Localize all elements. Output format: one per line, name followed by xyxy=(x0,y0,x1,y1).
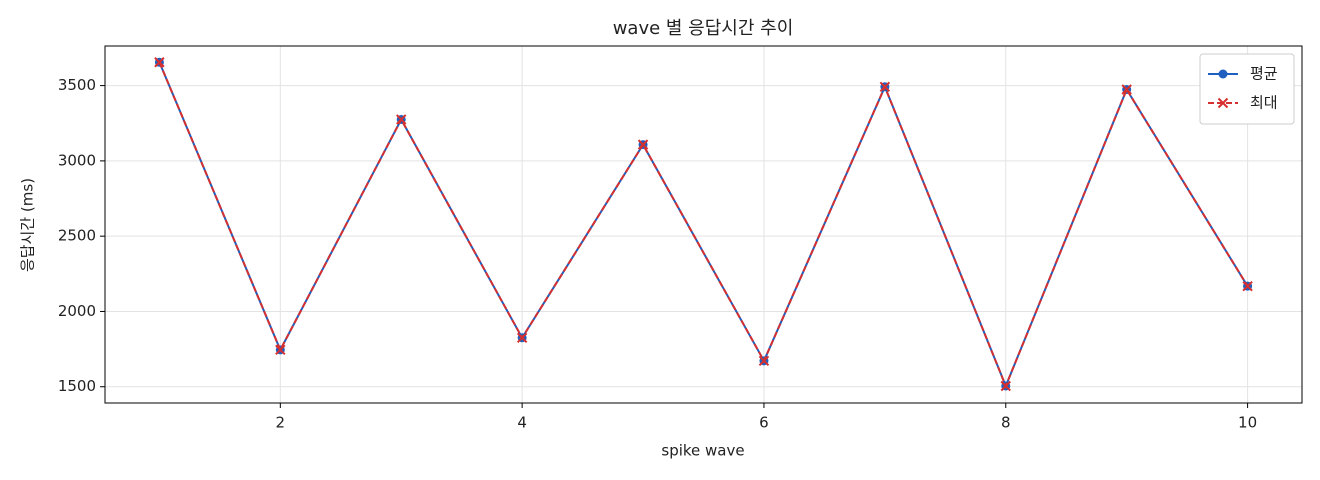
marker xyxy=(1000,380,1011,392)
marker xyxy=(758,355,770,367)
legend-marker xyxy=(1217,97,1229,109)
x-tick-label: 8 xyxy=(1001,414,1011,432)
y-tick-label: 3000 xyxy=(58,151,96,169)
marker xyxy=(1121,84,1132,95)
y-tick-label: 1500 xyxy=(58,377,96,395)
series-line xyxy=(158,61,1249,389)
legend-label: 평균 xyxy=(1250,65,1278,83)
series-line xyxy=(158,61,1249,389)
legend-label: 최대 xyxy=(1250,94,1278,112)
marker xyxy=(879,81,891,93)
chart-title: wave 별 응답시간 추이 xyxy=(613,18,794,39)
marker xyxy=(275,344,286,356)
x-axis-label: spike wave xyxy=(661,442,744,460)
marker xyxy=(516,332,528,344)
x-tick-label: 10 xyxy=(1238,414,1257,432)
marker xyxy=(154,57,165,68)
x-tick-label: 2 xyxy=(276,414,286,432)
legend-box xyxy=(1199,53,1295,125)
y-tick-label: 3500 xyxy=(58,76,96,94)
x-tick-label: 4 xyxy=(517,414,527,432)
marker xyxy=(637,139,649,150)
y-axis-label: 응답시간 (ms) xyxy=(19,178,37,272)
marker xyxy=(1242,280,1253,292)
marker xyxy=(396,114,407,125)
y-tick-label: 2500 xyxy=(58,227,96,245)
y-tick-label: 2000 xyxy=(58,302,96,320)
legend-marker xyxy=(1218,69,1228,79)
x-tick-label: 6 xyxy=(759,414,769,432)
plot-frame xyxy=(104,45,1303,404)
